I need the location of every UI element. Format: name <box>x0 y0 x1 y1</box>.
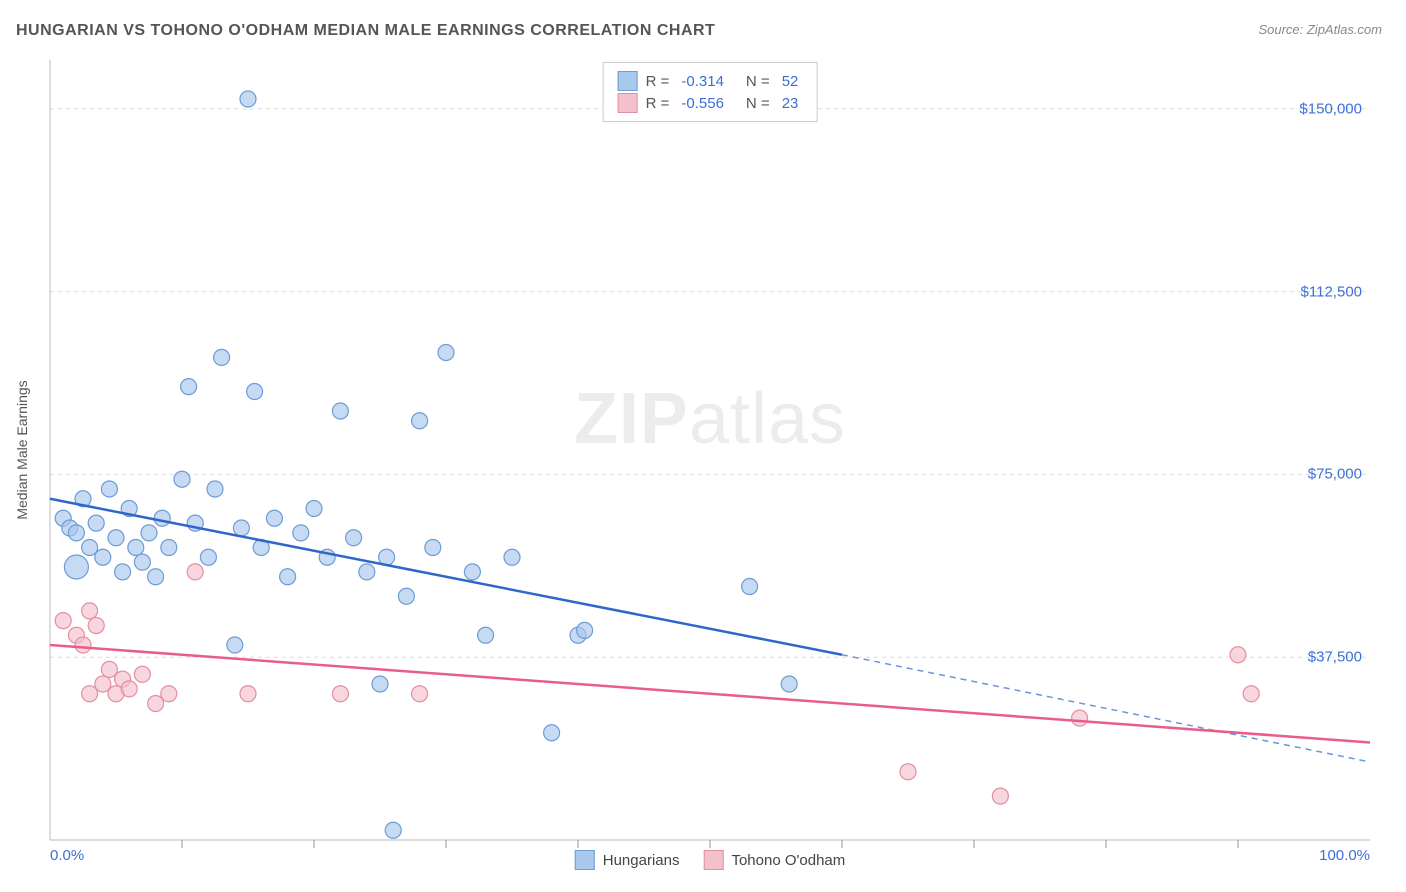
y-tick-label: $37,500 <box>1308 649 1362 666</box>
y-tick-label: $150,000 <box>1299 100 1362 117</box>
source-name: ZipAtlas.com <box>1307 22 1382 37</box>
y-axis-label: Median Male Earnings <box>14 380 30 519</box>
series-legend-label: Tohono O'odham <box>731 852 845 869</box>
legend-r-label: R = <box>646 95 670 112</box>
x-tick-label: 0.0% <box>50 847 84 864</box>
x-tick-label: 100.0% <box>1319 847 1370 864</box>
legend-n-value: 23 <box>782 95 799 112</box>
legend-row: R = -0.556 N = 23 <box>618 93 803 113</box>
series-legend-label: Hungarians <box>603 852 680 869</box>
legend-n-value: 52 <box>782 73 799 90</box>
source-attribution: Source: ZipAtlas.com <box>1258 22 1382 37</box>
series-legend-item: Tohono O'odham <box>703 850 845 870</box>
chart-area: Median Male Earnings ZIPatlas R =-0.314N… <box>50 60 1370 840</box>
legend-swatch <box>618 71 638 91</box>
legend-swatch <box>618 93 638 113</box>
legend-r-label: R = <box>646 73 670 90</box>
series-legend: Hungarians Tohono O'odham <box>575 850 846 870</box>
chart-title: HUNGARIAN VS TOHONO O'ODHAM MEDIAN MALE … <box>16 22 715 40</box>
series-legend-item: Hungarians <box>575 850 680 870</box>
legend-r-value: -0.314 <box>681 73 724 90</box>
y-tick-label: $112,500 <box>1301 283 1362 300</box>
legend-r-value: -0.556 <box>681 95 724 112</box>
correlation-legend: R = -0.314 N = 52 R = -0.556 N = 23 <box>603 62 818 122</box>
source-prefix: Source: <box>1258 22 1306 37</box>
legend-swatch <box>703 850 723 870</box>
y-tick-label: $75,000 <box>1308 466 1362 483</box>
legend-n-label: N = <box>746 95 770 112</box>
legend-swatch <box>575 850 595 870</box>
legend-row: R = -0.314 N = 52 <box>618 71 803 91</box>
legend-n-label: N = <box>746 73 770 90</box>
scatter-plot-svg <box>50 60 1370 840</box>
